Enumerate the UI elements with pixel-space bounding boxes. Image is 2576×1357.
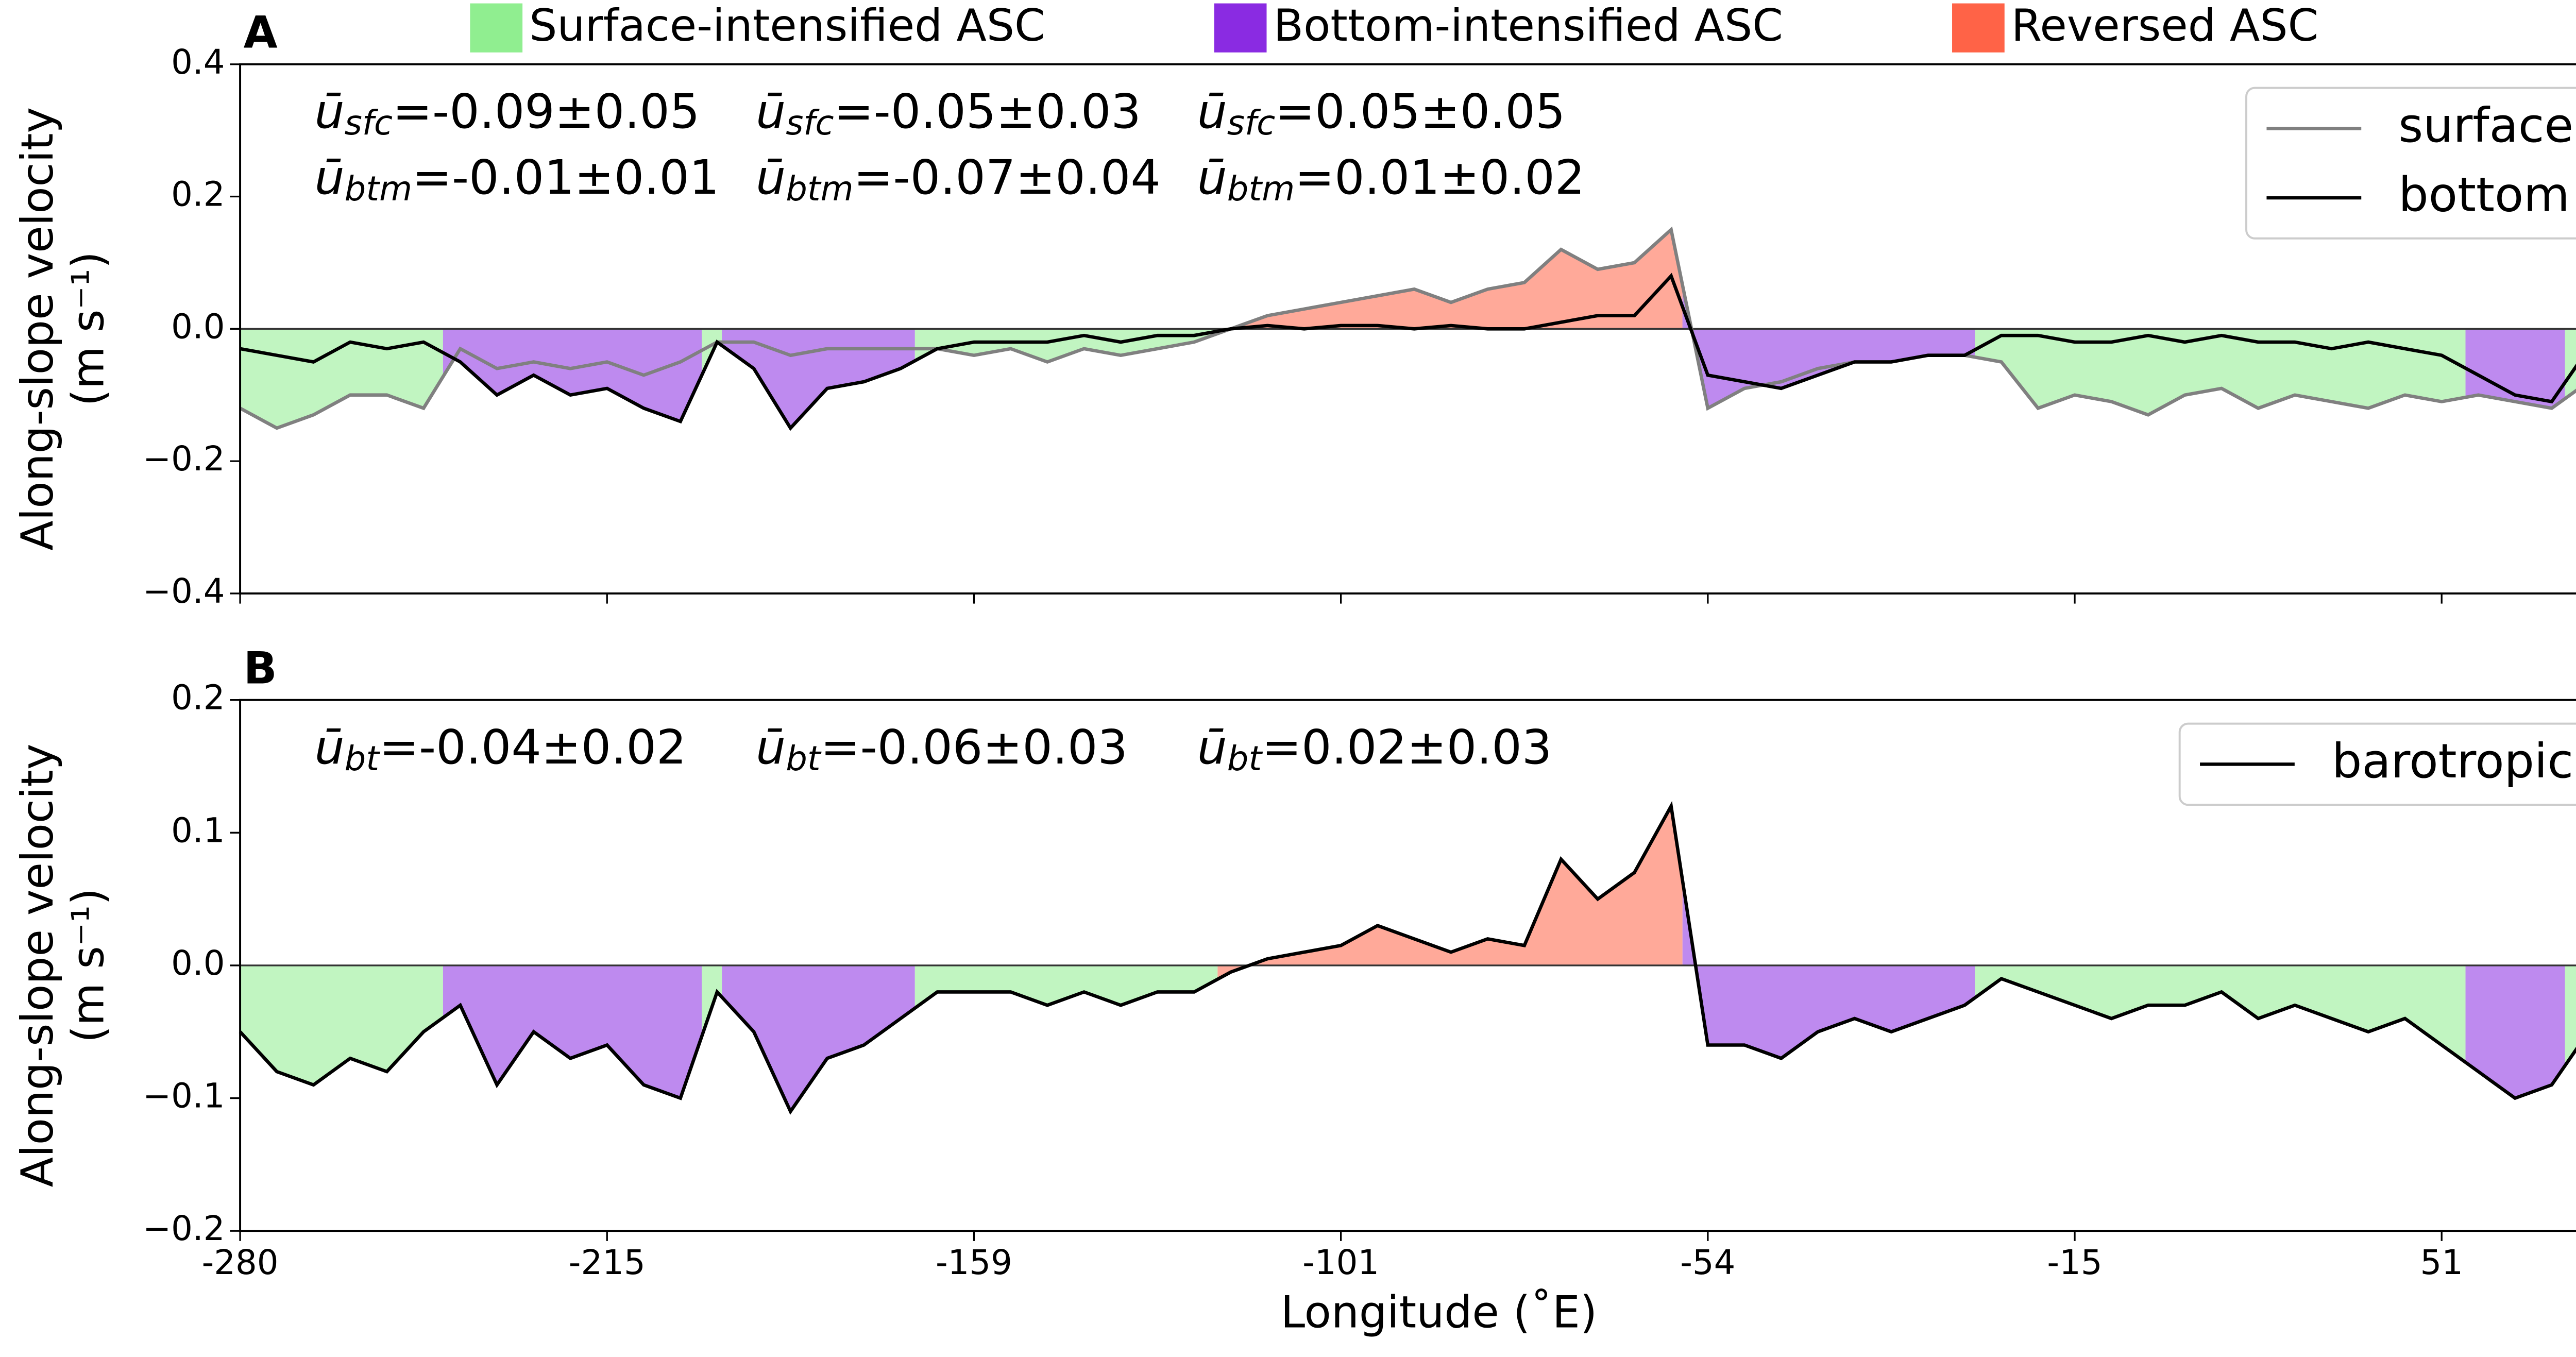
annotation: ūbtm=-0.07±0.04 — [756, 150, 1161, 209]
annotation: ūbt=-0.04±0.02 — [314, 720, 686, 778]
legend-label: bottom — [2398, 167, 2569, 222]
x-tick-label: -280 — [202, 1243, 279, 1282]
y-tick-label: −0.4 — [143, 572, 225, 611]
x-tick-label: -215 — [569, 1243, 646, 1282]
x-tick-label: -54 — [1680, 1243, 1735, 1282]
annotation-value: =0.01±0.02 — [1295, 150, 1585, 206]
series-line — [239, 801, 2576, 1115]
annotation-subscript: btm — [345, 169, 412, 209]
y-tick-label: 0.1 — [171, 811, 225, 850]
annotation-symbol: ū — [756, 84, 786, 140]
x-tick-label: -101 — [1302, 1243, 1379, 1282]
y-tick-label: 0.2 — [171, 678, 225, 718]
annotation: ūsfc=-0.05±0.03 — [756, 84, 1141, 143]
annotation-value: =-0.01±0.01 — [412, 150, 719, 206]
legend-label: barotropic — [2332, 734, 2573, 789]
y-tick-label: −0.1 — [143, 1077, 225, 1116]
y-tick-label: 0.2 — [171, 175, 225, 214]
regime-fill — [443, 965, 702, 1098]
annotation-value: =-0.09±0.05 — [393, 84, 700, 140]
legend-box — [2178, 722, 2576, 806]
annotation-value: =-0.05±0.03 — [834, 84, 1141, 140]
annotation-symbol: ū — [1197, 84, 1227, 140]
x-tick-label: -15 — [2047, 1243, 2102, 1282]
y-axis-label: (m s⁻¹) — [63, 888, 114, 1043]
y-axis-label: Along-slope velocity — [12, 107, 63, 551]
annotation-symbol: ū — [314, 84, 344, 140]
x-tick-label: 51 — [2420, 1243, 2463, 1282]
annotation-value: =-0.07±0.04 — [854, 150, 1161, 206]
regime-fill — [722, 965, 915, 1112]
fills — [240, 806, 2576, 1112]
annotation: ūbt=-0.06±0.03 — [756, 720, 1128, 778]
regime-fill — [1217, 229, 1683, 334]
annotation-subscript: bt — [786, 739, 822, 778]
annotation: ūbtm=0.01±0.02 — [1197, 150, 1585, 209]
y-axis-label: (m s⁻¹) — [63, 251, 114, 406]
annotation-subscript: btm — [786, 169, 853, 209]
regime-fill — [240, 965, 443, 1085]
y-tick-label: 0.0 — [171, 944, 225, 983]
regime-fill — [1682, 880, 1975, 1059]
legend-label: Bottom-intensified ASC — [1274, 1, 1783, 52]
regime-fill — [1682, 307, 1975, 388]
panel-label: A — [244, 7, 278, 58]
legend-box — [2245, 87, 2576, 240]
panel-label: B — [244, 643, 277, 694]
legend-patch — [470, 3, 523, 53]
y-tick-label: 0.4 — [171, 43, 225, 82]
annotation-symbol: ū — [314, 150, 344, 206]
regime-fill — [1975, 329, 2466, 368]
regime-fill — [1975, 329, 2466, 415]
y-tick-label: −0.2 — [143, 1209, 225, 1248]
annotation: ūbtm=-0.01±0.01 — [314, 150, 719, 209]
annotation-symbol: ū — [314, 720, 344, 775]
annotation: ūbt=0.02±0.03 — [1197, 720, 1552, 778]
annotation-value: =-0.04±0.02 — [379, 720, 686, 775]
annotation: ūsfc=-0.09±0.05 — [314, 84, 700, 143]
annotation-subscript: bt — [345, 739, 381, 778]
legend-label: Reversed ASC — [2011, 1, 2318, 52]
annotation-symbol: ū — [756, 720, 786, 775]
annotation-subscript: sfc — [1227, 104, 1275, 143]
annotation-value: =0.02±0.03 — [1262, 720, 1552, 775]
series-line — [240, 273, 2576, 431]
y-tick-label: −0.2 — [143, 439, 225, 479]
annotation-symbol: ū — [1197, 720, 1227, 775]
annotation-subscript: btm — [1227, 169, 1295, 209]
annotation-subscript: sfc — [345, 104, 393, 143]
regime-fill — [2565, 965, 2576, 1066]
annotation-value: =0.05±0.05 — [1275, 84, 1565, 140]
x-tick-label: -159 — [936, 1243, 1012, 1282]
x-axis-label: Longitude (˚E) — [1281, 1287, 1598, 1338]
legend-patch — [1952, 3, 2005, 53]
annotation-subscript: bt — [1227, 739, 1263, 778]
y-axis-label: Along-slope velocity — [12, 744, 63, 1188]
annotation: ūsfc=0.05±0.05 — [1197, 84, 1566, 143]
regime-fill — [1217, 276, 1683, 331]
legend-patch — [1214, 3, 1267, 53]
legend-label: Surface-intensified ASC — [529, 1, 1045, 52]
series-line — [239, 226, 2576, 430]
legend-label: surface — [2398, 98, 2573, 153]
annotation-subscript: sfc — [786, 104, 834, 143]
annotation-value: =-0.06±0.03 — [821, 720, 1128, 775]
annotation-symbol: ū — [756, 150, 786, 206]
annotation-symbol: ū — [1197, 150, 1227, 206]
y-tick-label: 0.0 — [171, 307, 225, 346]
regime-fill — [1217, 806, 1683, 979]
regime-fill — [722, 329, 915, 428]
regime-fill — [2465, 329, 2565, 402]
regime-fill — [2465, 965, 2565, 1098]
regime-fill — [1975, 965, 2466, 1062]
regime-fill — [443, 329, 702, 422]
